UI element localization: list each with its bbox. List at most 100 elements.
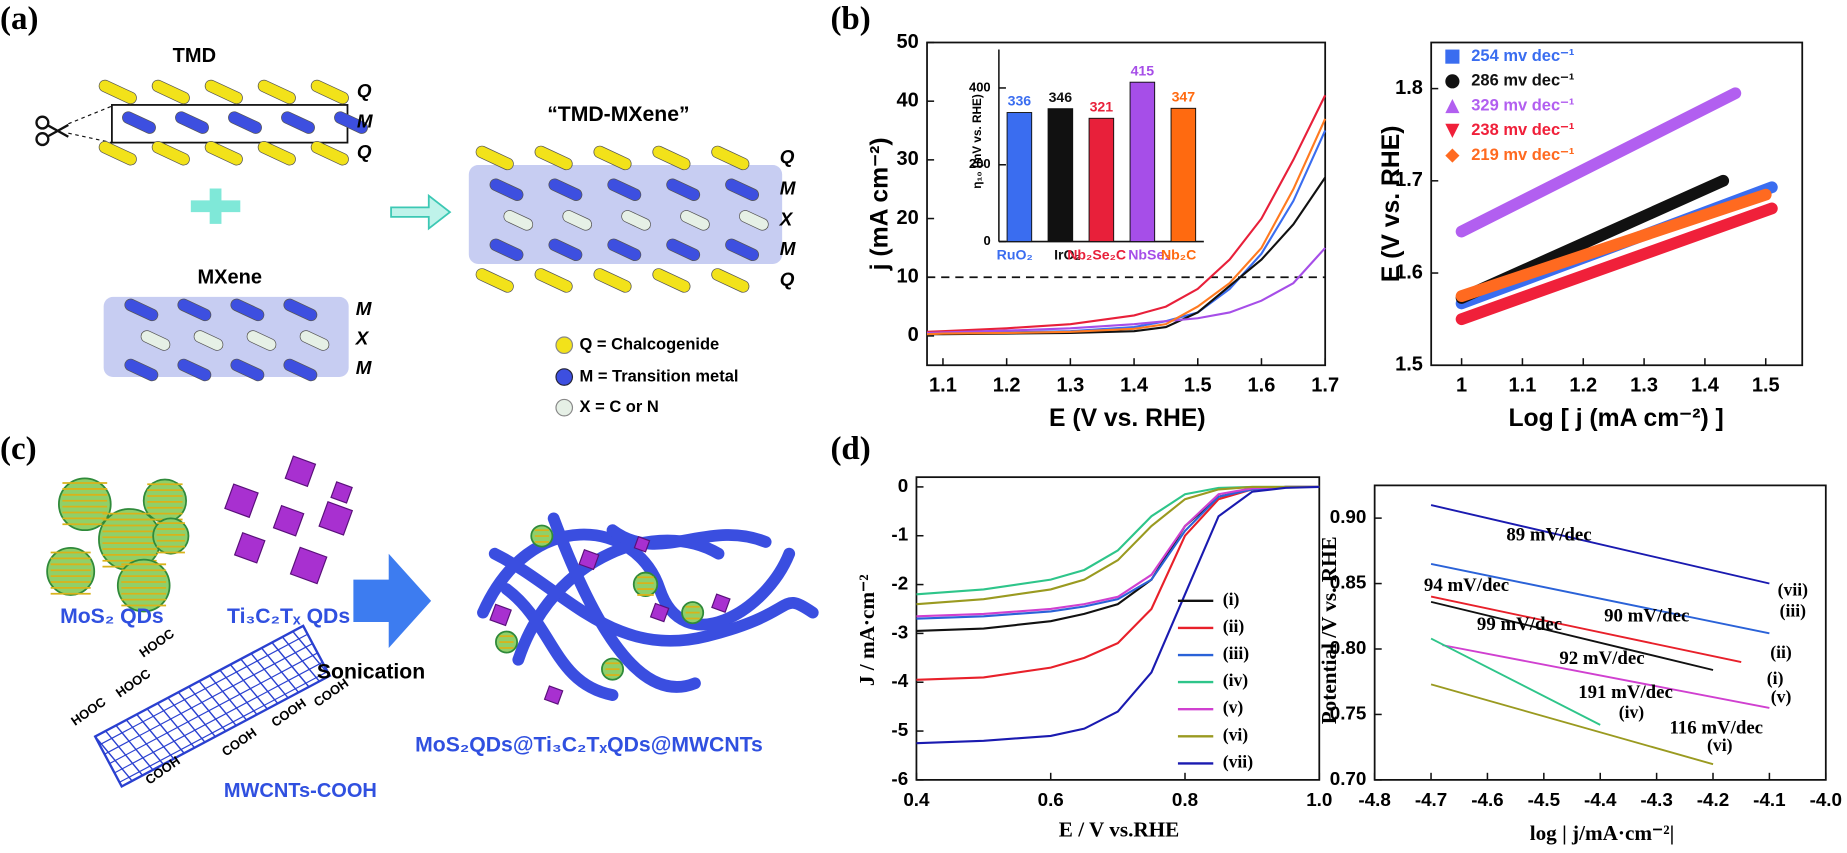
hybrid-title: “TMD-MXene”: [547, 103, 689, 126]
curve: [916, 485, 1320, 596]
x-tick-label: 1: [1456, 375, 1467, 397]
x-tick-label: 1.4: [1120, 375, 1149, 397]
x-tick-label: -4.8: [1358, 789, 1390, 810]
slope-label: 191 mV/dec: [1578, 682, 1673, 703]
atom: [489, 178, 524, 201]
nanotube: [606, 524, 772, 550]
x-tick-label: 1.3: [1630, 375, 1658, 397]
legend-marker: [1445, 123, 1460, 138]
atom: [593, 145, 632, 171]
atom: [534, 268, 573, 293]
chart: 1 1.1 1.2 1.3 1.4 1.5 1.5 1.6 1.7 1.8 Log [ j (mA …: [1378, 41, 1804, 432]
quantum-dot: [116, 558, 171, 613]
atom: [666, 178, 701, 201]
mxene-qd: [649, 602, 670, 623]
panel-label: (b): [830, 1, 870, 37]
curve: [1442, 644, 1770, 709]
y-tick-label: -6: [891, 768, 908, 789]
curve: [1430, 600, 1714, 671]
nanotube: [547, 512, 701, 693]
slope-label: 90 mV/dec: [1604, 606, 1689, 627]
x-tick-label: 1.5: [1184, 375, 1212, 397]
x-axis-title: E (V vs. RHE): [1049, 405, 1206, 432]
series-label: (vi): [1707, 735, 1733, 755]
mxene-qd: [318, 501, 354, 536]
value-label: 415: [1131, 62, 1155, 78]
x-tick-label: -4.5: [1528, 789, 1560, 810]
y-tick-label: -4: [891, 670, 908, 691]
curve: [1430, 504, 1770, 585]
y-tick-label: 30: [897, 148, 919, 170]
y-tick-label: 20: [897, 207, 919, 229]
tafel-band: [1455, 87, 1742, 238]
y-tick-label: 200: [969, 156, 991, 171]
nanostructures: [46, 455, 819, 789]
bar: [1129, 81, 1156, 243]
atom: [175, 111, 209, 134]
atom: [475, 268, 514, 293]
y-tick-label: 1.5: [1395, 354, 1423, 376]
layer-label: Q: [357, 141, 372, 162]
mxene-qd: [489, 603, 512, 627]
cut-line: [68, 105, 113, 144]
mxene-qd: [272, 504, 305, 537]
atom: [562, 210, 592, 231]
atom: [607, 178, 642, 201]
mxene-qd: [289, 546, 328, 585]
atom: [489, 238, 524, 262]
y-tick-label: -1: [891, 524, 908, 545]
plot-frame: [1430, 41, 1804, 367]
bar: [1088, 117, 1115, 243]
atom: [725, 178, 760, 201]
y-tick-label: 1.8: [1395, 77, 1423, 99]
x-tick-label: 1.1: [1509, 375, 1537, 397]
panel-c-art: [46, 455, 819, 789]
legend-marker: [1445, 148, 1460, 163]
legend-label: (iv): [1223, 670, 1249, 690]
x-tick-label: 0.4: [903, 789, 930, 810]
arrow: [353, 553, 432, 648]
bar: [1047, 108, 1074, 243]
atom: [711, 268, 750, 293]
y-tick-label: 0: [898, 475, 908, 496]
legend-label: (i): [1223, 589, 1240, 609]
atom: [283, 358, 318, 382]
x-tick-label: -4.2: [1697, 789, 1729, 810]
quantum-dot: [46, 546, 96, 596]
hooc-label: HOOC: [113, 666, 153, 701]
atom: [666, 238, 701, 262]
x-tick-label: -4.1: [1753, 789, 1785, 810]
atom: [124, 358, 159, 382]
category-label: NbSe₂: [1128, 246, 1170, 262]
slope-label: 116 mV/dec: [1669, 718, 1763, 739]
atom: [283, 298, 318, 322]
curve: [926, 247, 1326, 335]
mxene-qd: [543, 685, 564, 705]
mxene-title: MXene: [197, 266, 262, 288]
quantum-dot: [58, 477, 112, 532]
x-tick-label: 1.6: [1248, 375, 1276, 397]
layer-label: Q: [357, 80, 372, 101]
slope-label: 92 mV/dec: [1559, 648, 1644, 669]
atom: [230, 298, 265, 322]
y-tick-label: 400: [969, 79, 991, 94]
layer-label: M: [780, 178, 797, 199]
atom: [652, 145, 691, 171]
plot-frame: [926, 41, 1327, 367]
key-label: X = C or N: [580, 398, 659, 416]
key-dot: [555, 398, 574, 417]
y-tick-label: 0: [983, 233, 990, 248]
x-tick-label: 1.4: [1691, 375, 1720, 397]
x-tick-label: -4.6: [1471, 789, 1503, 810]
value-label: 346: [1049, 89, 1073, 105]
ti3c2-label: Ti₃C₂Tₓ QDs: [227, 605, 350, 628]
atom: [257, 79, 296, 105]
bar: [1170, 107, 1197, 243]
atom: [475, 145, 514, 171]
x-tick-label: 1.7: [1311, 375, 1339, 397]
series-label: (iv): [1619, 702, 1645, 722]
y-tick-label: -3: [891, 621, 908, 642]
atom: [177, 358, 212, 382]
atom: [680, 210, 710, 231]
